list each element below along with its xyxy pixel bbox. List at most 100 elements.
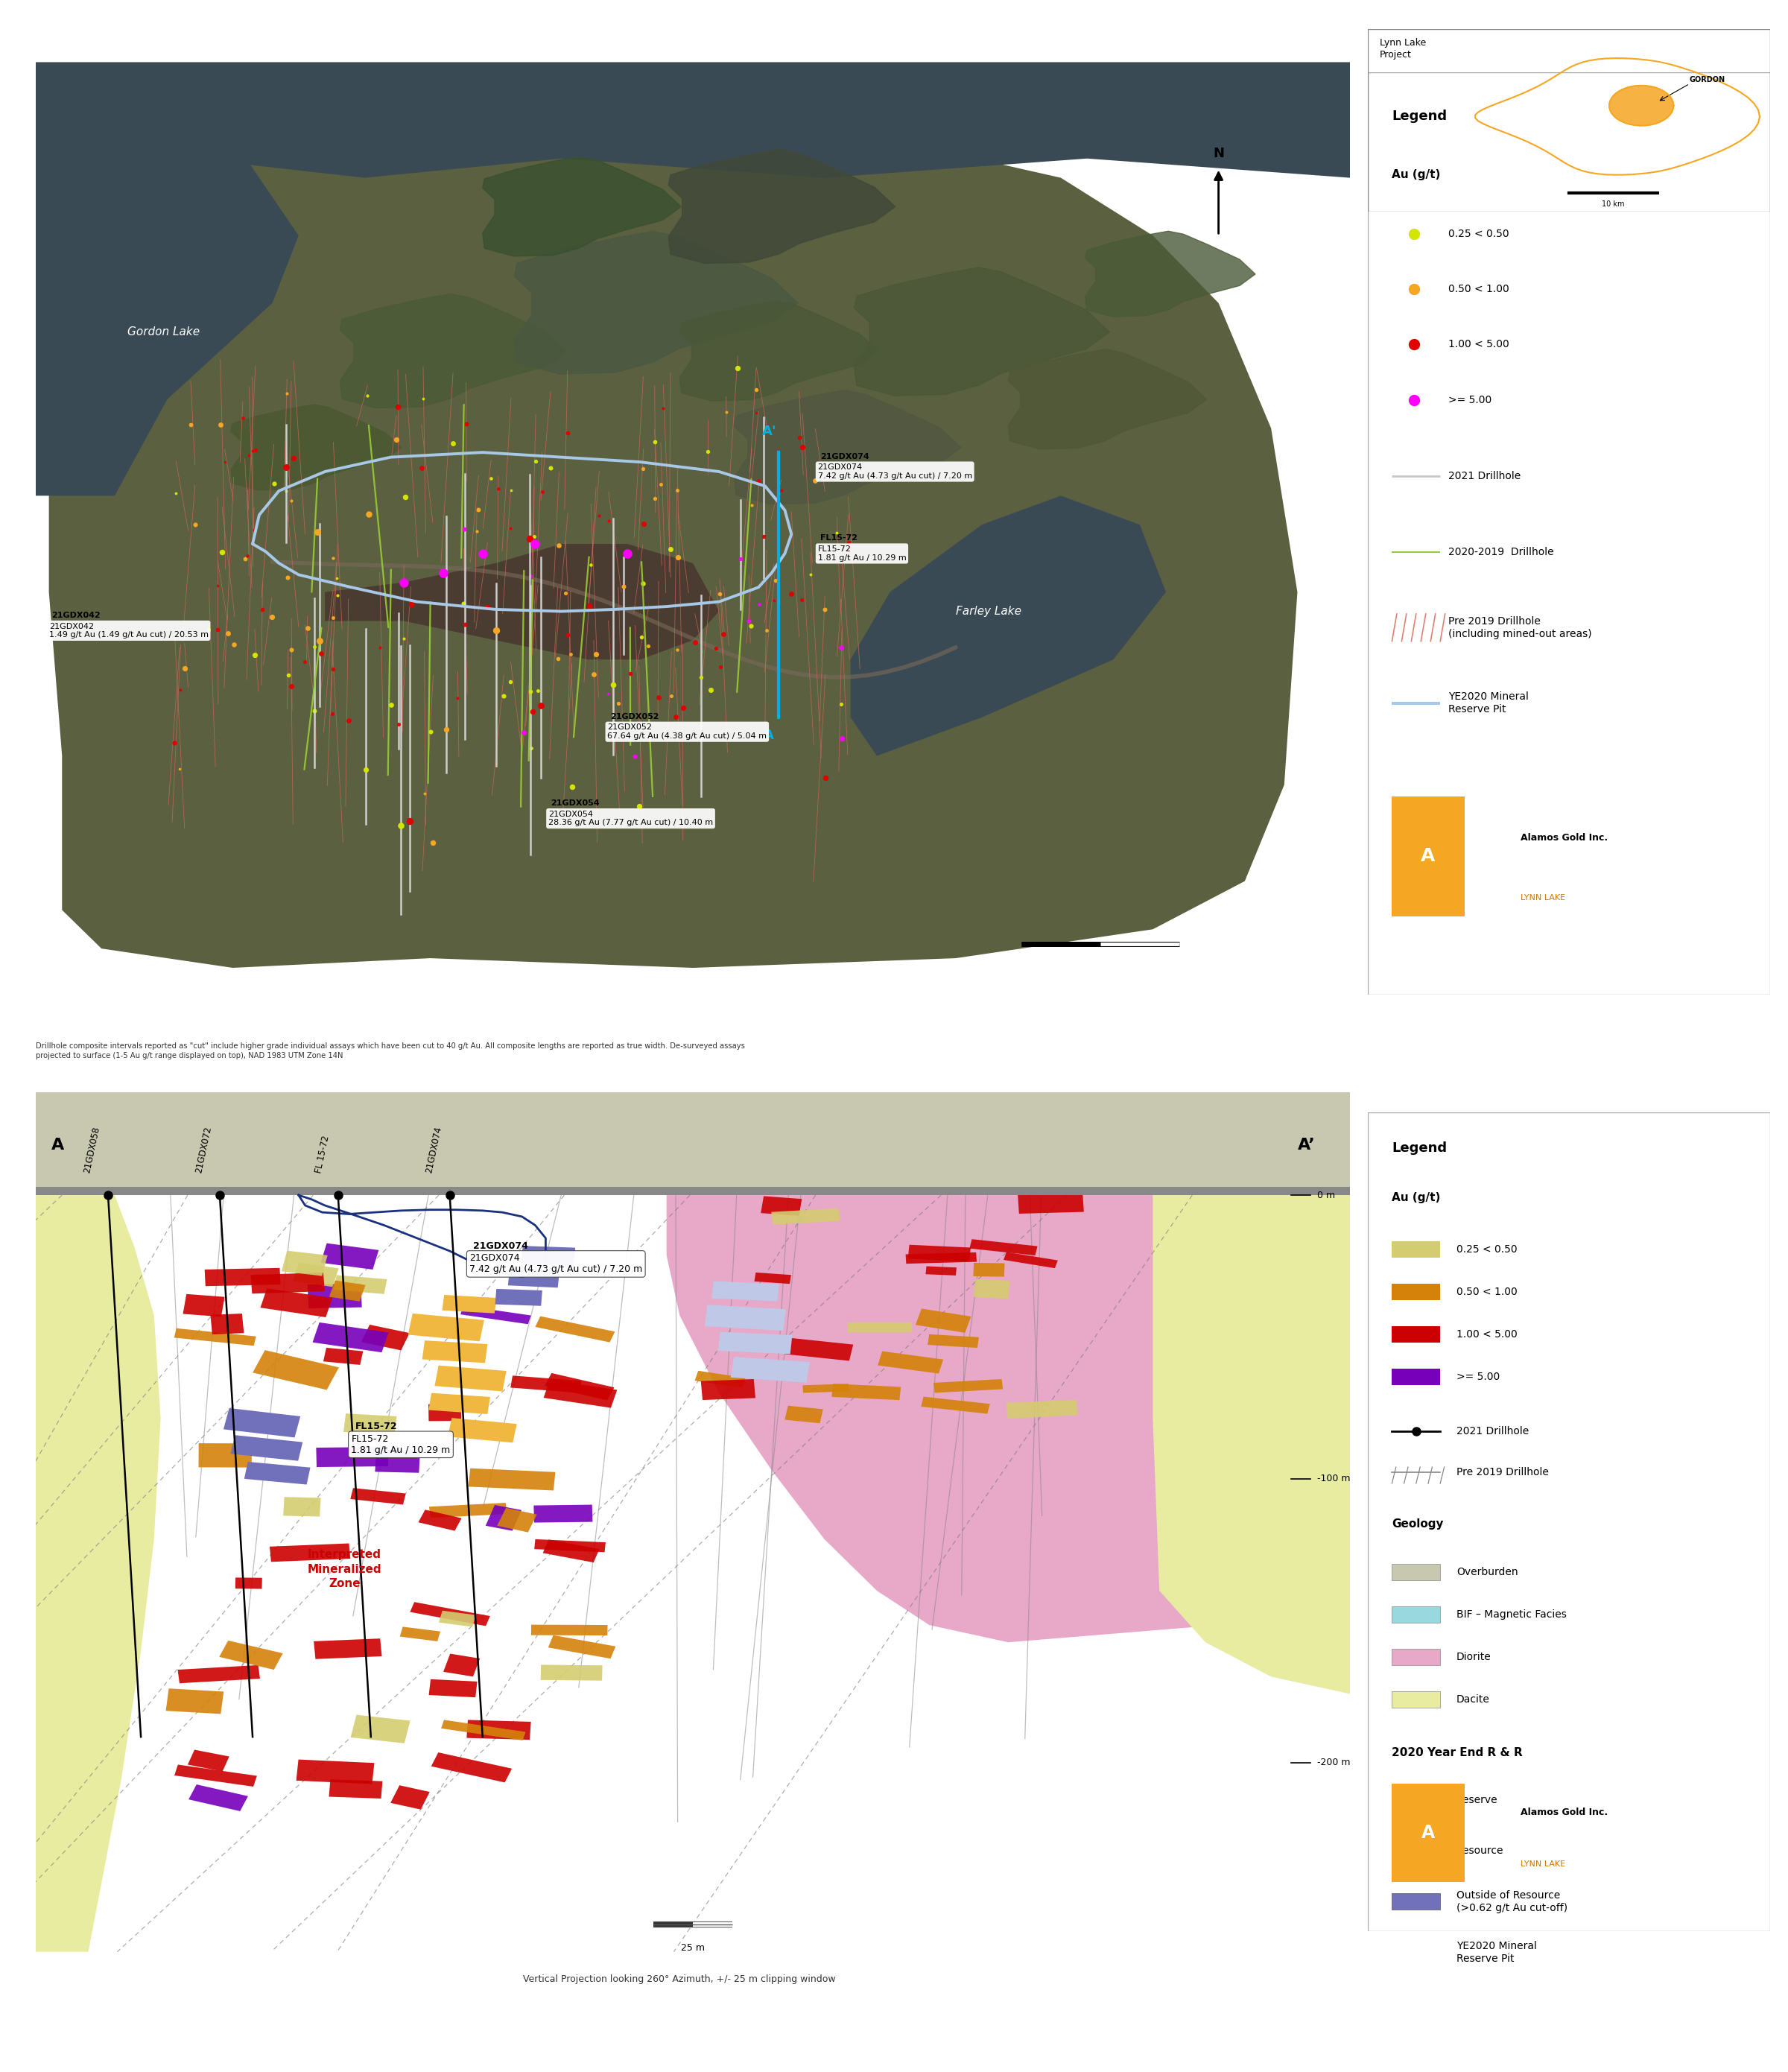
- Text: 21GDX058: 21GDX058: [82, 1125, 102, 1173]
- Bar: [921, 1397, 991, 1413]
- Polygon shape: [48, 110, 1298, 968]
- Bar: [969, 1239, 1037, 1256]
- Polygon shape: [515, 232, 797, 373]
- Bar: [429, 1392, 490, 1413]
- Text: Legend: Legend: [1393, 110, 1446, 122]
- Text: Lynn Lake
Project: Lynn Lake Project: [1380, 37, 1427, 60]
- Bar: [198, 1444, 252, 1467]
- Bar: [320, 1243, 379, 1270]
- Text: Reserve: Reserve: [1455, 1794, 1498, 1805]
- Polygon shape: [667, 1196, 1350, 1643]
- Text: 0.50 < 1.00: 0.50 < 1.00: [1448, 284, 1509, 294]
- Bar: [544, 1539, 599, 1562]
- Text: 2020-2019  Drillhole: 2020-2019 Drillhole: [1448, 547, 1554, 557]
- Bar: [1003, 1251, 1058, 1268]
- Text: Alamos Gold Inc.: Alamos Gold Inc.: [1520, 1807, 1607, 1817]
- Bar: [1393, 1606, 1441, 1622]
- Bar: [245, 1461, 311, 1484]
- Bar: [973, 1278, 1010, 1299]
- Text: 412,000m E: 412,000m E: [168, 997, 216, 1005]
- Text: LYNN LAKE: LYNN LAKE: [1520, 893, 1566, 901]
- Text: 100 m: 100 m: [1084, 963, 1116, 972]
- Bar: [1393, 1842, 1441, 1859]
- Text: 21GDX054: 21GDX054: [551, 800, 599, 806]
- Polygon shape: [669, 149, 896, 263]
- Text: 21GDX042
1.49 g/t Au (1.49 g/t Au cut) / 20.53 m: 21GDX042 1.49 g/t Au (1.49 g/t Au cut) /…: [48, 622, 209, 638]
- Polygon shape: [855, 267, 1109, 396]
- Text: Alamos Gold Inc.: Alamos Gold Inc.: [1520, 833, 1607, 843]
- Bar: [442, 1720, 526, 1740]
- Text: 21GDX074: 21GDX074: [821, 452, 869, 460]
- Bar: [1017, 1193, 1084, 1214]
- Bar: [442, 1295, 497, 1314]
- Bar: [735, 1307, 763, 1324]
- Bar: [409, 1602, 490, 1627]
- Bar: [1393, 1894, 1441, 1910]
- Text: Dacite: Dacite: [1455, 1695, 1489, 1705]
- Bar: [755, 1272, 790, 1285]
- Polygon shape: [36, 110, 299, 495]
- Text: GORDON: GORDON: [1690, 77, 1725, 83]
- Bar: [696, 1372, 746, 1388]
- Text: A: A: [1421, 847, 1436, 866]
- Bar: [334, 1274, 386, 1295]
- Text: FL 15-72: FL 15-72: [315, 1133, 331, 1173]
- Text: A': A': [762, 425, 776, 437]
- Bar: [313, 1639, 383, 1660]
- Text: 21GDX074
7.42 g/t Au (4.73 g/t Au cut) / 7.20 m: 21GDX074 7.42 g/t Au (4.73 g/t Au cut) /…: [817, 464, 973, 481]
- Bar: [390, 1786, 429, 1809]
- Text: -100 m: -100 m: [1318, 1473, 1350, 1484]
- Bar: [719, 1332, 792, 1353]
- Text: Gordon Lake: Gordon Lake: [127, 327, 200, 338]
- Bar: [533, 1504, 592, 1523]
- Text: 21GDX054
28.36 g/t Au (7.77 g/t Au cut) / 10.40 m: 21GDX054 28.36 g/t Au (7.77 g/t Au cut) …: [549, 810, 713, 827]
- Text: 21GDX074
7.42 g/t Au (4.73 g/t Au cut) / 7.20 m: 21GDX074 7.42 g/t Au (4.73 g/t Au cut) /…: [470, 1254, 642, 1274]
- Bar: [771, 1208, 840, 1225]
- Bar: [173, 1328, 256, 1347]
- Bar: [497, 1508, 536, 1533]
- Bar: [429, 1502, 508, 1519]
- Text: FL15-72: FL15-72: [821, 535, 858, 543]
- Text: >= 5.00: >= 5.00: [1448, 394, 1491, 404]
- Bar: [418, 1510, 461, 1531]
- Bar: [175, 1765, 257, 1786]
- Text: 1.00 < 5.00: 1.00 < 5.00: [1448, 340, 1509, 350]
- Polygon shape: [483, 157, 681, 257]
- Bar: [545, 1374, 615, 1401]
- Bar: [712, 1280, 780, 1301]
- Text: A: A: [52, 1138, 64, 1152]
- Text: Au (g/t): Au (g/t): [1393, 170, 1441, 180]
- Bar: [928, 1334, 978, 1349]
- Polygon shape: [340, 294, 567, 408]
- Bar: [329, 1780, 383, 1798]
- Bar: [252, 1351, 340, 1390]
- Text: Au (g/t): Au (g/t): [1393, 1191, 1441, 1204]
- Text: 1.00 < 5.00: 1.00 < 5.00: [1455, 1330, 1518, 1341]
- Polygon shape: [36, 1196, 161, 1952]
- Bar: [316, 1446, 388, 1467]
- Bar: [1393, 1241, 1441, 1258]
- Text: Vertical Projection looking 260° Azimuth, +/- 25 m clipping window: Vertical Projection looking 260° Azimuth…: [524, 1975, 835, 1985]
- Text: A: A: [763, 729, 774, 742]
- Bar: [281, 1251, 327, 1276]
- Text: Interpreted
Mineralized
Zone: Interpreted Mineralized Zone: [308, 1550, 381, 1589]
- Bar: [182, 1295, 225, 1318]
- Bar: [549, 1635, 615, 1660]
- Bar: [461, 1305, 531, 1324]
- Bar: [522, 1245, 576, 1266]
- Bar: [540, 1664, 603, 1680]
- Bar: [375, 1450, 420, 1473]
- Text: 0 m: 0 m: [1318, 1189, 1336, 1200]
- Text: Geology: Geology: [1393, 1519, 1443, 1529]
- Bar: [308, 1283, 361, 1307]
- Text: Legend: Legend: [1393, 1142, 1446, 1154]
- Bar: [1393, 1784, 1464, 1881]
- Bar: [467, 1720, 531, 1740]
- Bar: [431, 1753, 511, 1782]
- Bar: [510, 1376, 581, 1392]
- Bar: [36, 1092, 1350, 1196]
- Text: 2021 Drillhole: 2021 Drillhole: [1455, 1426, 1529, 1436]
- Bar: [293, 1262, 338, 1287]
- Bar: [270, 1544, 350, 1562]
- Bar: [1007, 1401, 1078, 1419]
